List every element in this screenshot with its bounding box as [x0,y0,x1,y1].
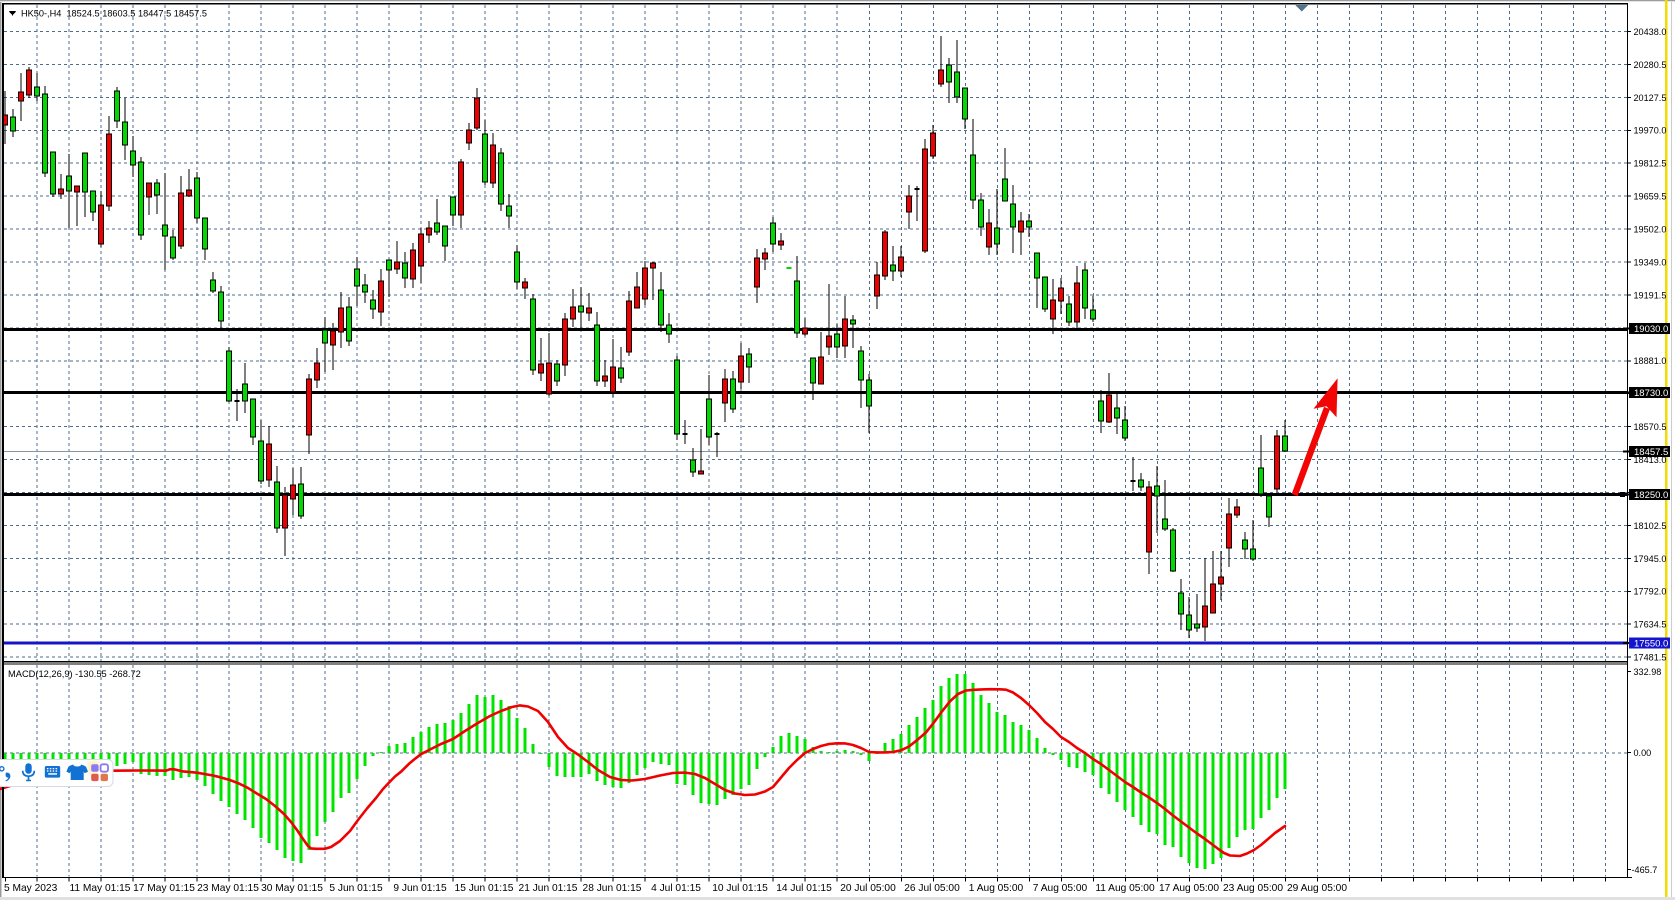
svg-text:18881.0: 18881.0 [1634,356,1667,366]
svg-text:17792.0: 17792.0 [1634,587,1667,597]
svg-text:11 Aug 05:00: 11 Aug 05:00 [1095,883,1155,894]
svg-text:10 Jul 01:15: 10 Jul 01:15 [712,883,768,894]
svg-text:11 May 01:15: 11 May 01:15 [70,883,131,894]
svg-text:5 May 2023: 5 May 2023 [4,883,58,894]
svg-text:23 May 01:15: 23 May 01:15 [197,883,259,894]
svg-text:23 Aug 05:00: 23 Aug 05:00 [1223,883,1283,894]
svg-text:14 Jul 01:15: 14 Jul 01:15 [776,883,832,894]
svg-text:5 Jun 01:15: 5 Jun 01:15 [329,883,383,894]
svg-text:17 Aug 05:00: 17 Aug 05:00 [1159,883,1219,894]
svg-text:4 Jul 01:15: 4 Jul 01:15 [651,883,701,894]
svg-text:28 Jun 01:15: 28 Jun 01:15 [583,883,642,894]
svg-text:1 Aug 05:00: 1 Aug 05:00 [969,883,1024,894]
svg-text:18250.0: 18250.0 [1634,490,1668,501]
svg-text:17 May 01:15: 17 May 01:15 [133,883,195,894]
svg-text:332.98: 332.98 [1634,667,1662,677]
svg-text:21 Jun 01:15: 21 Jun 01:15 [519,883,578,894]
svg-text:20 Jul 05:00: 20 Jul 05:00 [840,883,896,894]
svg-text:0.00: 0.00 [1634,748,1652,758]
svg-text:30 May 01:15: 30 May 01:15 [261,883,323,894]
svg-text:19970.0: 19970.0 [1634,126,1667,136]
svg-text:20127.5: 20127.5 [1634,93,1667,103]
svg-text:18102.5: 18102.5 [1634,521,1667,531]
svg-text:19030.0: 19030.0 [1634,324,1668,335]
svg-text:19812.5: 19812.5 [1634,159,1667,169]
svg-text:17481.5: 17481.5 [1634,653,1667,663]
svg-text:9 Jun 01:15: 9 Jun 01:15 [393,883,447,894]
svg-text:7 Aug 05:00: 7 Aug 05:00 [1033,883,1088,894]
svg-text:18413.0: 18413.0 [1634,455,1667,465]
svg-text:19191.5: 19191.5 [1634,290,1667,300]
svg-text:19502.0: 19502.0 [1634,225,1667,235]
svg-text:18730.0: 18730.0 [1634,388,1668,399]
svg-text:HK50-,H4 18524.5 18603.5 1844: HK50-,H4 18524.5 18603.5 18447.5 18457.5 [21,9,207,19]
svg-text:20280.5: 20280.5 [1634,60,1667,70]
svg-text:17634.5: 17634.5 [1634,620,1667,630]
svg-text:20438.0: 20438.0 [1634,27,1667,37]
svg-text:17945.0: 17945.0 [1634,554,1667,564]
svg-text:-465.7: -465.7 [1632,865,1658,875]
svg-text:17550.0: 17550.0 [1634,639,1668,650]
svg-text:19659.5: 19659.5 [1634,192,1667,202]
svg-text:29 Aug 05:00: 29 Aug 05:00 [1287,883,1347,894]
svg-text:18570.5: 18570.5 [1634,422,1667,432]
svg-text:MACD(12,26,9) -130.55 -268.72: MACD(12,26,9) -130.55 -268.72 [8,669,141,679]
svg-text:15 Jun 01:15: 15 Jun 01:15 [455,883,514,894]
svg-text:26 Jul 05:00: 26 Jul 05:00 [904,883,960,894]
svg-text:19349.0: 19349.0 [1634,257,1667,267]
svg-text:18457.5: 18457.5 [1634,447,1668,458]
